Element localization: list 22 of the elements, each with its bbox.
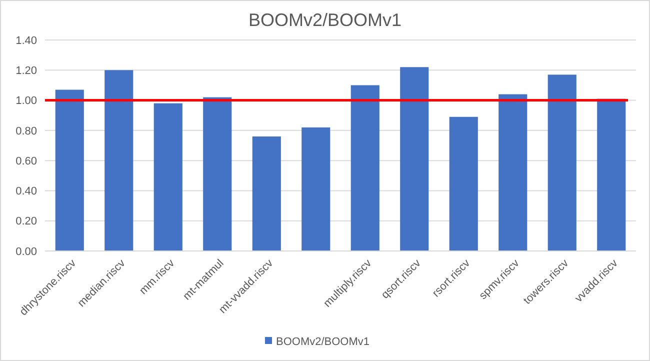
chart-title: BOOMv2/BOOMv1 — [248, 10, 402, 30]
y-tick-label: 1.20 — [16, 64, 37, 77]
bar — [55, 90, 84, 251]
bar — [400, 67, 429, 251]
bar — [252, 136, 281, 251]
legend-label: BOOMv2/BOOMv1 — [276, 336, 370, 348]
y-tick-label: 0.00 — [16, 246, 37, 258]
bar — [498, 94, 528, 251]
bar — [449, 116, 478, 251]
y-tick-label: 1.40 — [16, 34, 37, 47]
bar — [203, 97, 232, 251]
bar — [302, 127, 330, 251]
y-tick-label: 0.60 — [16, 155, 37, 168]
y-tick-label: 1.00 — [16, 95, 37, 108]
y-tick-label: 0.80 — [16, 125, 37, 138]
bar — [350, 85, 380, 251]
bar — [154, 103, 182, 251]
bar — [104, 70, 134, 251]
y-tick-label: 0.40 — [16, 186, 37, 198]
bar — [548, 74, 576, 251]
y-tick-label: 0.20 — [16, 216, 37, 228]
bar — [597, 98, 626, 251]
